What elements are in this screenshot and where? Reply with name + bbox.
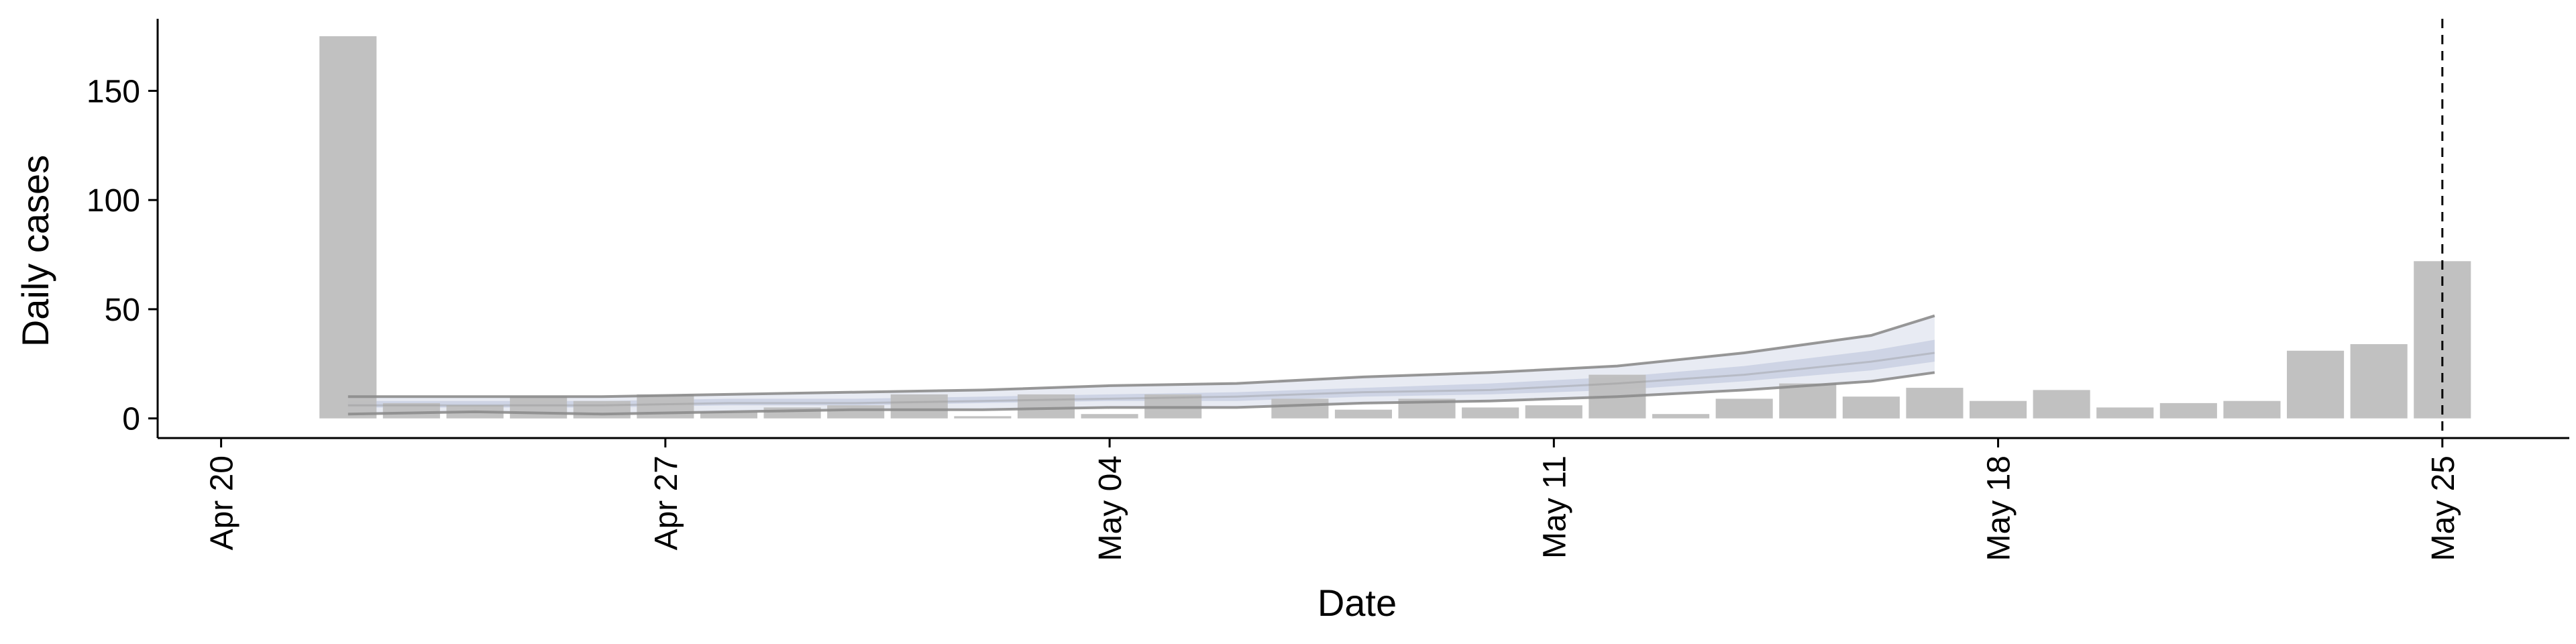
bars-layer <box>319 36 2471 419</box>
x-tick-label: May 04 <box>1093 455 1128 561</box>
estimate-lower-bound-line <box>347 371 1935 416</box>
bar-2020-04-27 <box>637 394 694 419</box>
bar-2020-05-24 <box>2350 344 2408 419</box>
bar-2020-04-23 <box>382 402 440 419</box>
x-tick-label: May 25 <box>2426 455 2461 561</box>
y-axis-title: Daily cases <box>14 155 56 347</box>
estimate-median-line <box>347 352 1935 407</box>
bar-2020-05-16 <box>1842 396 1900 419</box>
bar-2020-05-17 <box>1906 388 1964 419</box>
bar-2020-04-22 <box>319 36 377 419</box>
y-tick-label: 0 <box>122 402 140 437</box>
bar-2020-05-07 <box>1271 398 1329 419</box>
estimate-band-layer <box>347 315 1935 415</box>
x-tick-label: May 18 <box>1982 455 2017 561</box>
bar-2020-05-10 <box>1462 407 1519 419</box>
y-tick-label: 50 <box>105 292 140 328</box>
bar-2020-05-11 <box>1525 405 1582 419</box>
bar-2020-05-20 <box>2096 407 2154 419</box>
bar-2020-05-23 <box>2287 350 2345 419</box>
bar-2020-05-18 <box>1970 400 2027 419</box>
bar-2020-05-21 <box>2159 402 2217 419</box>
ticks-layer: 0 50 100 150 Apr 20 Apr 27 May 04 May 11 May 18 M… <box>87 74 2461 561</box>
bar-2020-05-04 <box>1081 414 1138 419</box>
bar-2020-05-08 <box>1334 409 1392 419</box>
bar-2020-04-30 <box>827 405 885 419</box>
overlay-layer <box>347 19 2444 438</box>
bar-2020-05-19 <box>2033 390 2090 419</box>
bar-2020-04-25 <box>510 396 568 419</box>
x-tick-label: May 11 <box>1537 455 1572 559</box>
x-axis-title: Date <box>1318 582 1397 624</box>
estimate-upper-bound-line <box>347 314 1935 398</box>
bar-2020-05-22 <box>2223 400 2281 419</box>
y-tick-label: 100 <box>87 183 140 219</box>
y-tick-label: 150 <box>87 74 140 109</box>
bar-2020-04-28 <box>700 411 757 419</box>
bar-2020-05-15 <box>1779 383 1837 419</box>
bar-2020-05-01 <box>890 394 948 419</box>
bar-2020-04-26 <box>573 400 631 419</box>
estimate-band-inner <box>347 339 1935 408</box>
bar-2020-05-02 <box>954 416 1012 419</box>
bar-2020-05-13 <box>1652 414 1710 419</box>
bar-2020-05-14 <box>1715 398 1773 419</box>
bar-2020-05-03 <box>1017 394 1075 419</box>
axes-layer <box>156 19 2569 439</box>
x-tick-label: Apr 27 <box>649 455 684 550</box>
x-tick-label: Apr 20 <box>205 455 240 550</box>
